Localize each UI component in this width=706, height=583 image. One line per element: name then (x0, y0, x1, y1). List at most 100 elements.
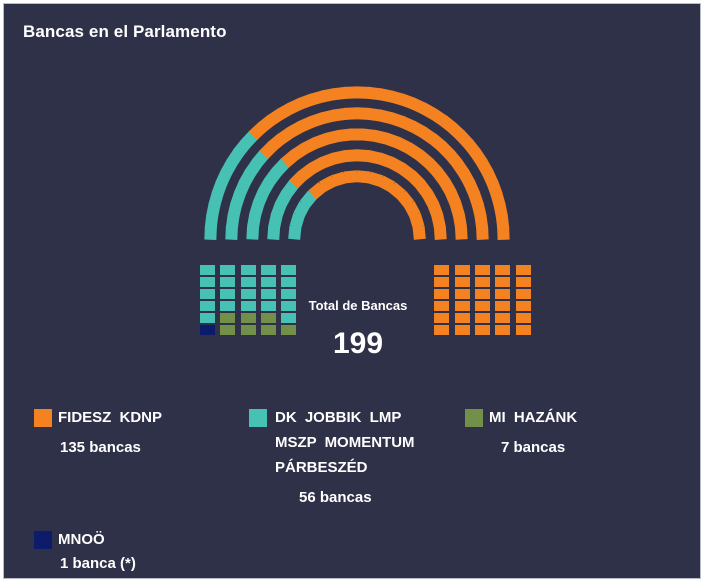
legend-label-opposition-line-1: DK JOBBIK LMP (275, 409, 402, 426)
seat-fidesz-kdnp (497, 226, 510, 241)
seat-fidesz-kdnp (403, 201, 421, 219)
seat-fidesz-kdnp (384, 132, 401, 149)
seat-dk-jobbik-lmp-mszp-momentum-parbeszed (220, 277, 235, 287)
seat-dk-jobbik-lmp-mszp-momentum-parbeszed (241, 277, 256, 287)
seat-fidesz-kdnp (356, 107, 370, 120)
seat-fidesz-kdnp (454, 226, 468, 240)
seat-mi-hazank (241, 313, 256, 323)
seat-fidesz-kdnp (475, 277, 490, 287)
seat-dk-jobbik-lmp-mszp-momentum-parbeszed (289, 212, 305, 229)
seat-dk-jobbik-lmp-mszp-momentum-parbeszed (225, 214, 240, 229)
seat-fidesz-kdnp (330, 171, 347, 187)
seat-dk-jobbik-lmp-mszp-momentum-parbeszed (241, 289, 256, 299)
seat-fidesz-kdnp (452, 213, 467, 229)
seat-dk-jobbik-lmp-mszp-momentum-parbeszed (206, 202, 221, 218)
seat-dk-jobbik-lmp-mszp-momentum-parbeszed (220, 301, 235, 311)
seat-fidesz-kdnp (490, 191, 506, 208)
seat-fidesz-kdnp (325, 129, 341, 145)
seat-fidesz-kdnp (367, 107, 382, 122)
seat-fidesz-kdnp (495, 289, 510, 299)
seat-dk-jobbik-lmp-mszp-momentum-parbeszed (220, 265, 235, 275)
seat-dk-jobbik-lmp-mszp-momentum-parbeszed (261, 289, 276, 299)
seat-dk-jobbik-lmp-mszp-momentum-parbeszed (241, 301, 256, 311)
legend-label-mnoo: MNOÖ (58, 531, 105, 548)
seat-dk-jobbik-lmp-mszp-momentum-parbeszed (267, 226, 281, 240)
seat-fidesz-kdnp (434, 325, 449, 335)
seat-fidesz-kdnp (367, 171, 384, 187)
seat-dk-jobbik-lmp-mszp-momentum-parbeszed (281, 277, 296, 287)
seat-dk-jobbik-lmp-mszp-momentum-parbeszed (200, 289, 215, 299)
seat-fidesz-kdnp (455, 277, 470, 287)
seat-fidesz-kdnp (495, 214, 510, 229)
legend-swatch-opposition (249, 409, 267, 427)
seat-fidesz-kdnp (433, 226, 447, 240)
legend-count-fidesz-kdnp: 135 bancas (60, 439, 141, 456)
seat-fidesz-kdnp (331, 150, 347, 165)
seat-fidesz-kdnp (350, 128, 364, 141)
total-seats-label: Total de Bancas (308, 298, 408, 313)
seat-fidesz-kdnp (516, 277, 531, 287)
seat-fidesz-kdnp (378, 88, 394, 103)
seat-fidesz-kdnp (475, 265, 490, 275)
seat-fidesz-kdnp (344, 149, 358, 163)
seat-fidesz-kdnp (516, 289, 531, 299)
seat-fidesz-kdnp (409, 212, 425, 229)
seat-dk-jobbik-lmp-mszp-momentum-parbeszed (288, 225, 302, 240)
seat-fidesz-kdnp (434, 289, 449, 299)
legend-label-opposition-line-3: PÁRBESZÉD (275, 459, 368, 476)
seat-dk-jobbik-lmp-mszp-momentum-parbeszed (261, 265, 276, 275)
seat-mi-hazank (261, 313, 276, 323)
seat-fidesz-kdnp (455, 289, 470, 299)
legend-label-opposition-line-2: MSZP MOMENTUM (275, 434, 415, 451)
seat-fidesz-kdnp (468, 191, 484, 208)
seat-fidesz-kdnp (320, 109, 336, 125)
seat-fidesz-kdnp (434, 301, 449, 311)
seat-dk-jobbik-lmp-mszp-momentum-parbeszed (200, 313, 215, 323)
seat-fidesz-kdnp (356, 149, 370, 163)
seat-fidesz-kdnp (434, 265, 449, 275)
seat-fidesz-kdnp (516, 265, 531, 275)
seat-mi-hazank (220, 313, 235, 323)
seat-mi-hazank (261, 325, 276, 335)
seat-fidesz-kdnp (344, 107, 358, 120)
seat-fidesz-kdnp (320, 88, 336, 103)
seat-dk-jobbik-lmp-mszp-momentum-parbeszed (220, 289, 235, 299)
total-seats-value: 199 (332, 327, 384, 360)
seat-dk-jobbik-lmp-mszp-momentum-parbeszed (204, 226, 217, 241)
seat-dk-jobbik-lmp-mszp-momentum-parbeszed (200, 277, 215, 287)
seat-fidesz-kdnp (476, 226, 489, 240)
seat-fidesz-kdnp (343, 170, 358, 184)
seat-fidesz-kdnp (516, 313, 531, 323)
seat-fidesz-kdnp (444, 189, 462, 206)
seat-fidesz-kdnp (427, 201, 444, 219)
seat-dk-jobbik-lmp-mszp-momentum-parbeszed (241, 265, 256, 275)
seat-dk-jobbik-lmp-mszp-momentum-parbeszed (225, 226, 238, 240)
seat-fidesz-kdnp (455, 265, 470, 275)
seat-dk-jobbik-lmp-mszp-momentum-parbeszed (200, 301, 215, 311)
seat-dk-jobbik-lmp-mszp-momentum-parbeszed (281, 301, 296, 311)
legend-swatch-mi-hazank (465, 409, 483, 427)
seat-fidesz-kdnp (412, 225, 426, 240)
legend-count-opposition: 56 bancas (299, 489, 372, 506)
seat-fidesz-kdnp (355, 86, 370, 99)
legend-count-mnoo: 1 banca (*) (60, 555, 136, 572)
seat-fidesz-kdnp (495, 325, 510, 335)
seat-fidesz-kdnp (319, 152, 337, 169)
seat-dk-jobbik-lmp-mszp-momentum-parbeszed (261, 277, 276, 287)
legend-label-mi-hazank: MI HAZÁNK (489, 409, 578, 426)
seat-fidesz-kdnp (495, 265, 510, 275)
seat-fidesz-kdnp (367, 86, 382, 101)
legend-swatch-fidesz-kdnp (34, 409, 52, 427)
seat-fidesz-kdnp (367, 150, 383, 165)
seat-fidesz-kdnp (309, 112, 326, 128)
seat-fidesz-kdnp (332, 107, 347, 122)
seat-fidesz-kdnp (495, 277, 510, 287)
seat-fidesz-kdnp (319, 175, 337, 193)
seat-fidesz-kdnp (356, 170, 371, 184)
seat-fidesz-kdnp (455, 301, 470, 311)
seat-dk-jobbik-lmp-mszp-momentum-parbeszed (227, 202, 243, 218)
seat-dk-jobbik-lmp-mszp-momentum-parbeszed (200, 265, 215, 275)
seat-dk-jobbik-lmp-mszp-momentum-parbeszed (247, 213, 262, 229)
seat-fidesz-kdnp (474, 214, 489, 229)
legend-label-fidesz-kdnp: FIDESZ KDNP (58, 409, 163, 426)
